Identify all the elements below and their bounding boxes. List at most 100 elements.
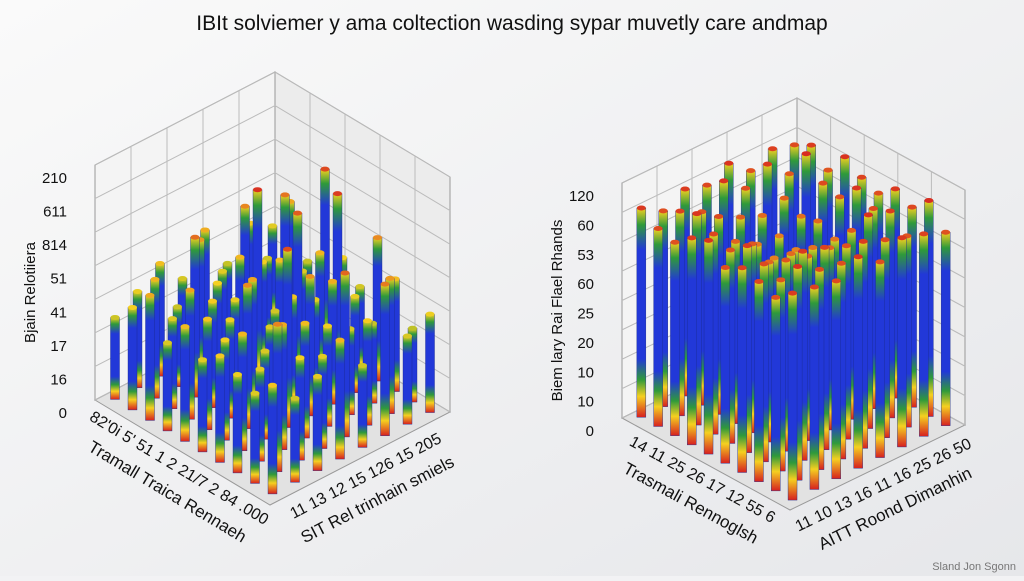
- bar: [290, 398, 300, 483]
- bar-top: [714, 213, 724, 219]
- bar-top: [847, 227, 857, 233]
- bar: [162, 342, 173, 432]
- y-tick-label: 20: [577, 335, 594, 352]
- bar-top: [658, 208, 668, 214]
- bar-top: [268, 382, 277, 388]
- bar: [787, 292, 798, 501]
- bar-top: [215, 353, 225, 359]
- grid-line: [621, 126, 966, 220]
- bar-top: [774, 233, 784, 239]
- bar-top: [313, 373, 322, 379]
- bar: [737, 267, 747, 473]
- footer: Sland Jon Sgonn: [932, 561, 1016, 573]
- bar-top: [305, 274, 315, 280]
- bar-top: [704, 237, 714, 243]
- bar-top: [736, 214, 746, 220]
- y-tick-label: 611: [43, 204, 67, 221]
- bar-top: [110, 314, 120, 320]
- y-tick-label: 53: [577, 247, 594, 264]
- y-tick-label: 25: [577, 306, 594, 323]
- bar-top: [358, 362, 367, 368]
- bar-top: [768, 146, 778, 152]
- bar-top: [786, 251, 796, 257]
- bar-top: [840, 154, 850, 160]
- bar-top: [178, 275, 187, 281]
- bar: [687, 237, 697, 446]
- bar-top: [145, 292, 155, 298]
- bar-top: [763, 161, 773, 167]
- bar-top: [741, 185, 751, 191]
- bar: [897, 237, 907, 448]
- bar: [197, 359, 208, 453]
- bar-top: [163, 340, 172, 346]
- bar: [831, 280, 841, 480]
- bar-top: [380, 281, 390, 287]
- bar-top: [190, 234, 200, 240]
- bar-top: [814, 266, 824, 272]
- bar-top: [180, 324, 190, 330]
- bar: [703, 240, 714, 455]
- bar-top: [248, 276, 257, 282]
- bar-top: [670, 239, 680, 245]
- bar: [636, 207, 647, 418]
- y-tick-label: 17: [50, 338, 67, 355]
- bar-top: [636, 205, 646, 211]
- bar-top: [270, 308, 280, 314]
- bar-top: [303, 258, 312, 264]
- bar-top: [275, 257, 285, 263]
- bar-top: [720, 265, 730, 271]
- bar-top: [835, 194, 845, 200]
- bar: [771, 297, 781, 492]
- bar-top: [168, 316, 177, 322]
- bar-top: [653, 225, 663, 231]
- bar-top: [836, 260, 846, 266]
- bar-top: [853, 254, 863, 260]
- bar-top: [779, 195, 789, 201]
- bar-top: [806, 142, 816, 148]
- bar-top: [200, 227, 210, 233]
- bar-top: [687, 235, 697, 241]
- bar-top: [890, 186, 900, 192]
- bar-top: [692, 211, 702, 217]
- bar-top: [300, 320, 310, 326]
- bar-top: [250, 390, 260, 396]
- bar-top: [150, 276, 160, 282]
- bar-top: [742, 243, 752, 249]
- grid-line: [94, 71, 451, 178]
- bar-top: [293, 210, 302, 216]
- bar: [335, 339, 345, 460]
- bar-top: [323, 323, 332, 329]
- bar-top: [235, 254, 245, 260]
- bar-top: [265, 324, 275, 330]
- bar-top: [220, 337, 230, 343]
- bar-top: [213, 280, 222, 286]
- bar-top: [408, 325, 417, 331]
- bar-top: [290, 395, 300, 401]
- bar: [853, 256, 863, 469]
- bar-top: [730, 238, 740, 244]
- bar-top: [868, 205, 878, 211]
- bar-top: [813, 218, 823, 224]
- bar-top: [198, 357, 207, 363]
- bar: [402, 335, 413, 425]
- bar-top: [897, 235, 907, 241]
- bar-top: [885, 208, 895, 214]
- bar-top: [128, 304, 137, 310]
- bar: [919, 233, 929, 437]
- bar-top: [809, 284, 819, 290]
- bar-top: [675, 208, 685, 214]
- bar-top: [841, 243, 851, 249]
- bar-top: [240, 203, 250, 209]
- bar-top: [863, 212, 873, 218]
- bar-top: [759, 261, 769, 267]
- bar-top: [830, 236, 840, 242]
- bar-top: [852, 185, 862, 191]
- bar-top: [208, 298, 217, 304]
- bar-top: [253, 187, 262, 193]
- bar-top: [746, 168, 756, 174]
- bar-top: [823, 167, 833, 173]
- bar-top: [919, 231, 929, 237]
- bar-top: [680, 186, 690, 192]
- bar-top: [223, 260, 232, 266]
